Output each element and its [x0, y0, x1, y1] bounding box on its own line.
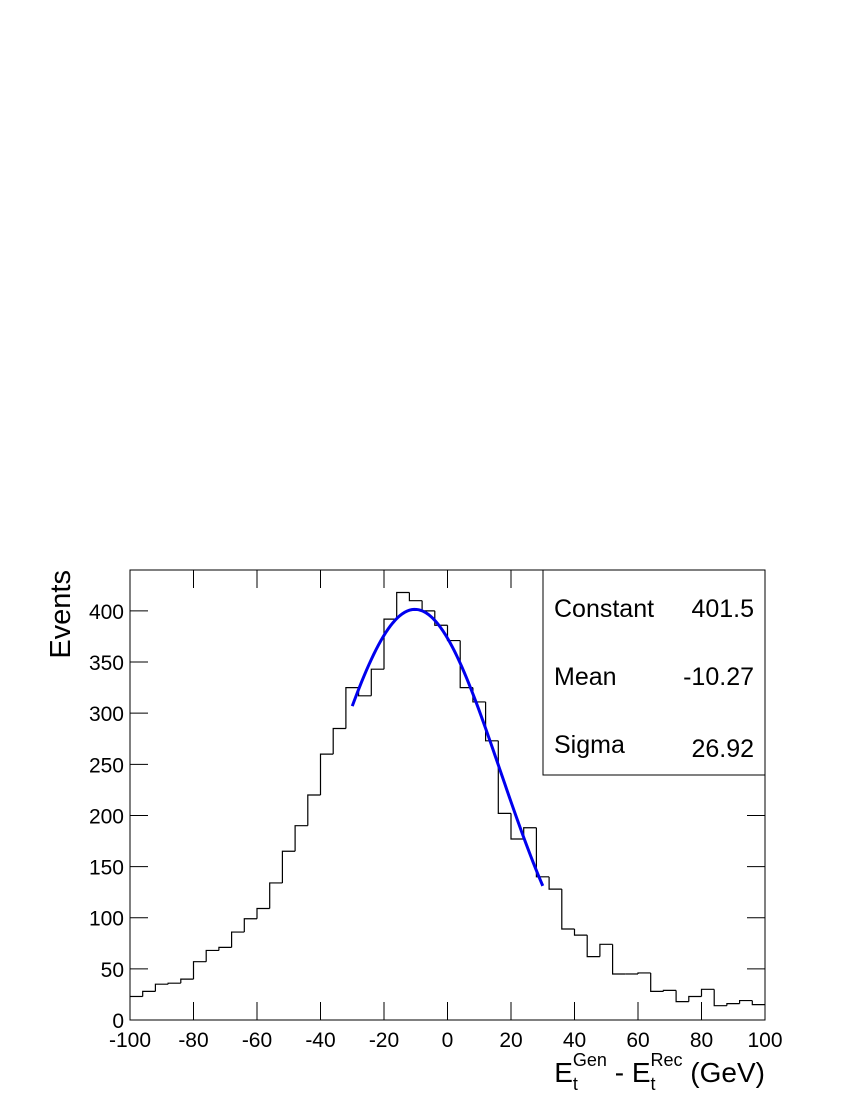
stats-name: Sigma	[554, 731, 625, 759]
stats-name: Mean	[554, 663, 617, 691]
histogram-bin	[319, 753, 334, 795]
stats-box	[542, 569, 766, 776]
stats-name: Constant	[554, 595, 654, 623]
histogram-bin	[256, 907, 270, 919]
stats-value: -10.27	[683, 663, 754, 691]
histogram-bin	[573, 928, 588, 936]
histogram-bin	[154, 983, 169, 992]
histogram-bin	[688, 995, 702, 1002]
x-tick-label: -100	[109, 1029, 151, 1052]
histogram-bin	[218, 946, 232, 951]
y-tick-label: 200	[89, 805, 124, 828]
histogram-bin	[446, 625, 461, 642]
histogram-bin	[243, 918, 257, 933]
histogram-bin	[497, 740, 511, 815]
y-tick-label: 0	[112, 1010, 124, 1033]
x-tick-label: -80	[178, 1029, 208, 1052]
x-tick-label: 0	[442, 1029, 454, 1052]
histogram-bin	[548, 876, 562, 890]
x-tick-label: -40	[305, 1029, 335, 1052]
histogram-bin	[396, 591, 410, 620]
x-tick-label: 100	[747, 1029, 782, 1052]
y-tick-label: 50	[101, 959, 124, 982]
histogram-bin	[713, 989, 727, 1007]
stats-value: 26.92	[691, 735, 754, 763]
x-tick-label: 60	[626, 1029, 649, 1052]
histogram-bin	[358, 687, 372, 697]
x-axis-title-part: (GeV)	[683, 1057, 765, 1088]
histogram-bin	[345, 687, 359, 729]
fit-curve	[350, 607, 545, 887]
x-axis-title-part: E	[554, 1057, 573, 1088]
y-tick-label: 100	[89, 908, 124, 931]
histogram-bin	[751, 1000, 765, 1006]
histogram-bin	[739, 999, 753, 1004]
histogram-bin	[485, 701, 499, 742]
histogram-bin	[421, 600, 435, 612]
histogram-bin	[459, 640, 473, 689]
histogram-bin	[523, 827, 537, 839]
histogram-bin	[307, 794, 321, 826]
y-tick-label: 350	[89, 652, 124, 675]
histogram-bin	[231, 931, 245, 948]
x-axis-title-part: Gen	[573, 1050, 607, 1070]
x-tick-label: 80	[690, 1029, 713, 1052]
histogram-bin	[662, 989, 677, 992]
x-axis-title-part: t	[651, 1074, 656, 1094]
histogram-bin	[700, 988, 715, 997]
y-tick-label: 400	[89, 601, 124, 624]
y-tick-label: 150	[89, 857, 124, 880]
histogram-bin	[167, 982, 181, 985]
y-axis-title: Events	[45, 570, 77, 659]
x-axis-title-part: - E	[607, 1057, 651, 1088]
histogram-bin	[599, 943, 613, 957]
histogram-bin	[142, 990, 156, 997]
histogram-bin	[281, 850, 296, 883]
x-tick-label: -20	[369, 1029, 399, 1052]
histogram-bin	[408, 592, 423, 602]
histogram-bin	[294, 825, 308, 852]
histogram-bin	[650, 972, 664, 992]
x-tick-label: -60	[242, 1029, 272, 1052]
histogram-bin	[510, 813, 524, 840]
histogram-bin	[192, 961, 207, 980]
histogram-bin	[370, 668, 384, 696]
histogram-bin	[675, 990, 689, 1003]
histogram-bin	[383, 618, 397, 670]
histogram-bin	[269, 882, 283, 909]
stats-value: 401.5	[691, 595, 754, 623]
histogram-bin	[561, 889, 575, 930]
x-axis-title-part: t	[573, 1074, 578, 1094]
histogram-bin	[586, 935, 600, 958]
histogram-bin	[612, 944, 626, 975]
x-axis-title-part: Rec	[651, 1050, 683, 1070]
histogram-bin	[637, 972, 651, 974]
x-tick-label: 20	[499, 1029, 522, 1052]
x-tick-label: 40	[563, 1029, 586, 1052]
histogram-bin	[726, 1003, 740, 1006]
histogram-bin	[535, 827, 550, 878]
y-tick-label: 300	[89, 703, 124, 726]
histogram-bin	[434, 610, 448, 626]
histogram-bin	[332, 727, 346, 755]
y-tick-label: 250	[89, 754, 124, 777]
histogram-bin	[180, 978, 194, 984]
histogram-bin	[205, 949, 219, 962]
